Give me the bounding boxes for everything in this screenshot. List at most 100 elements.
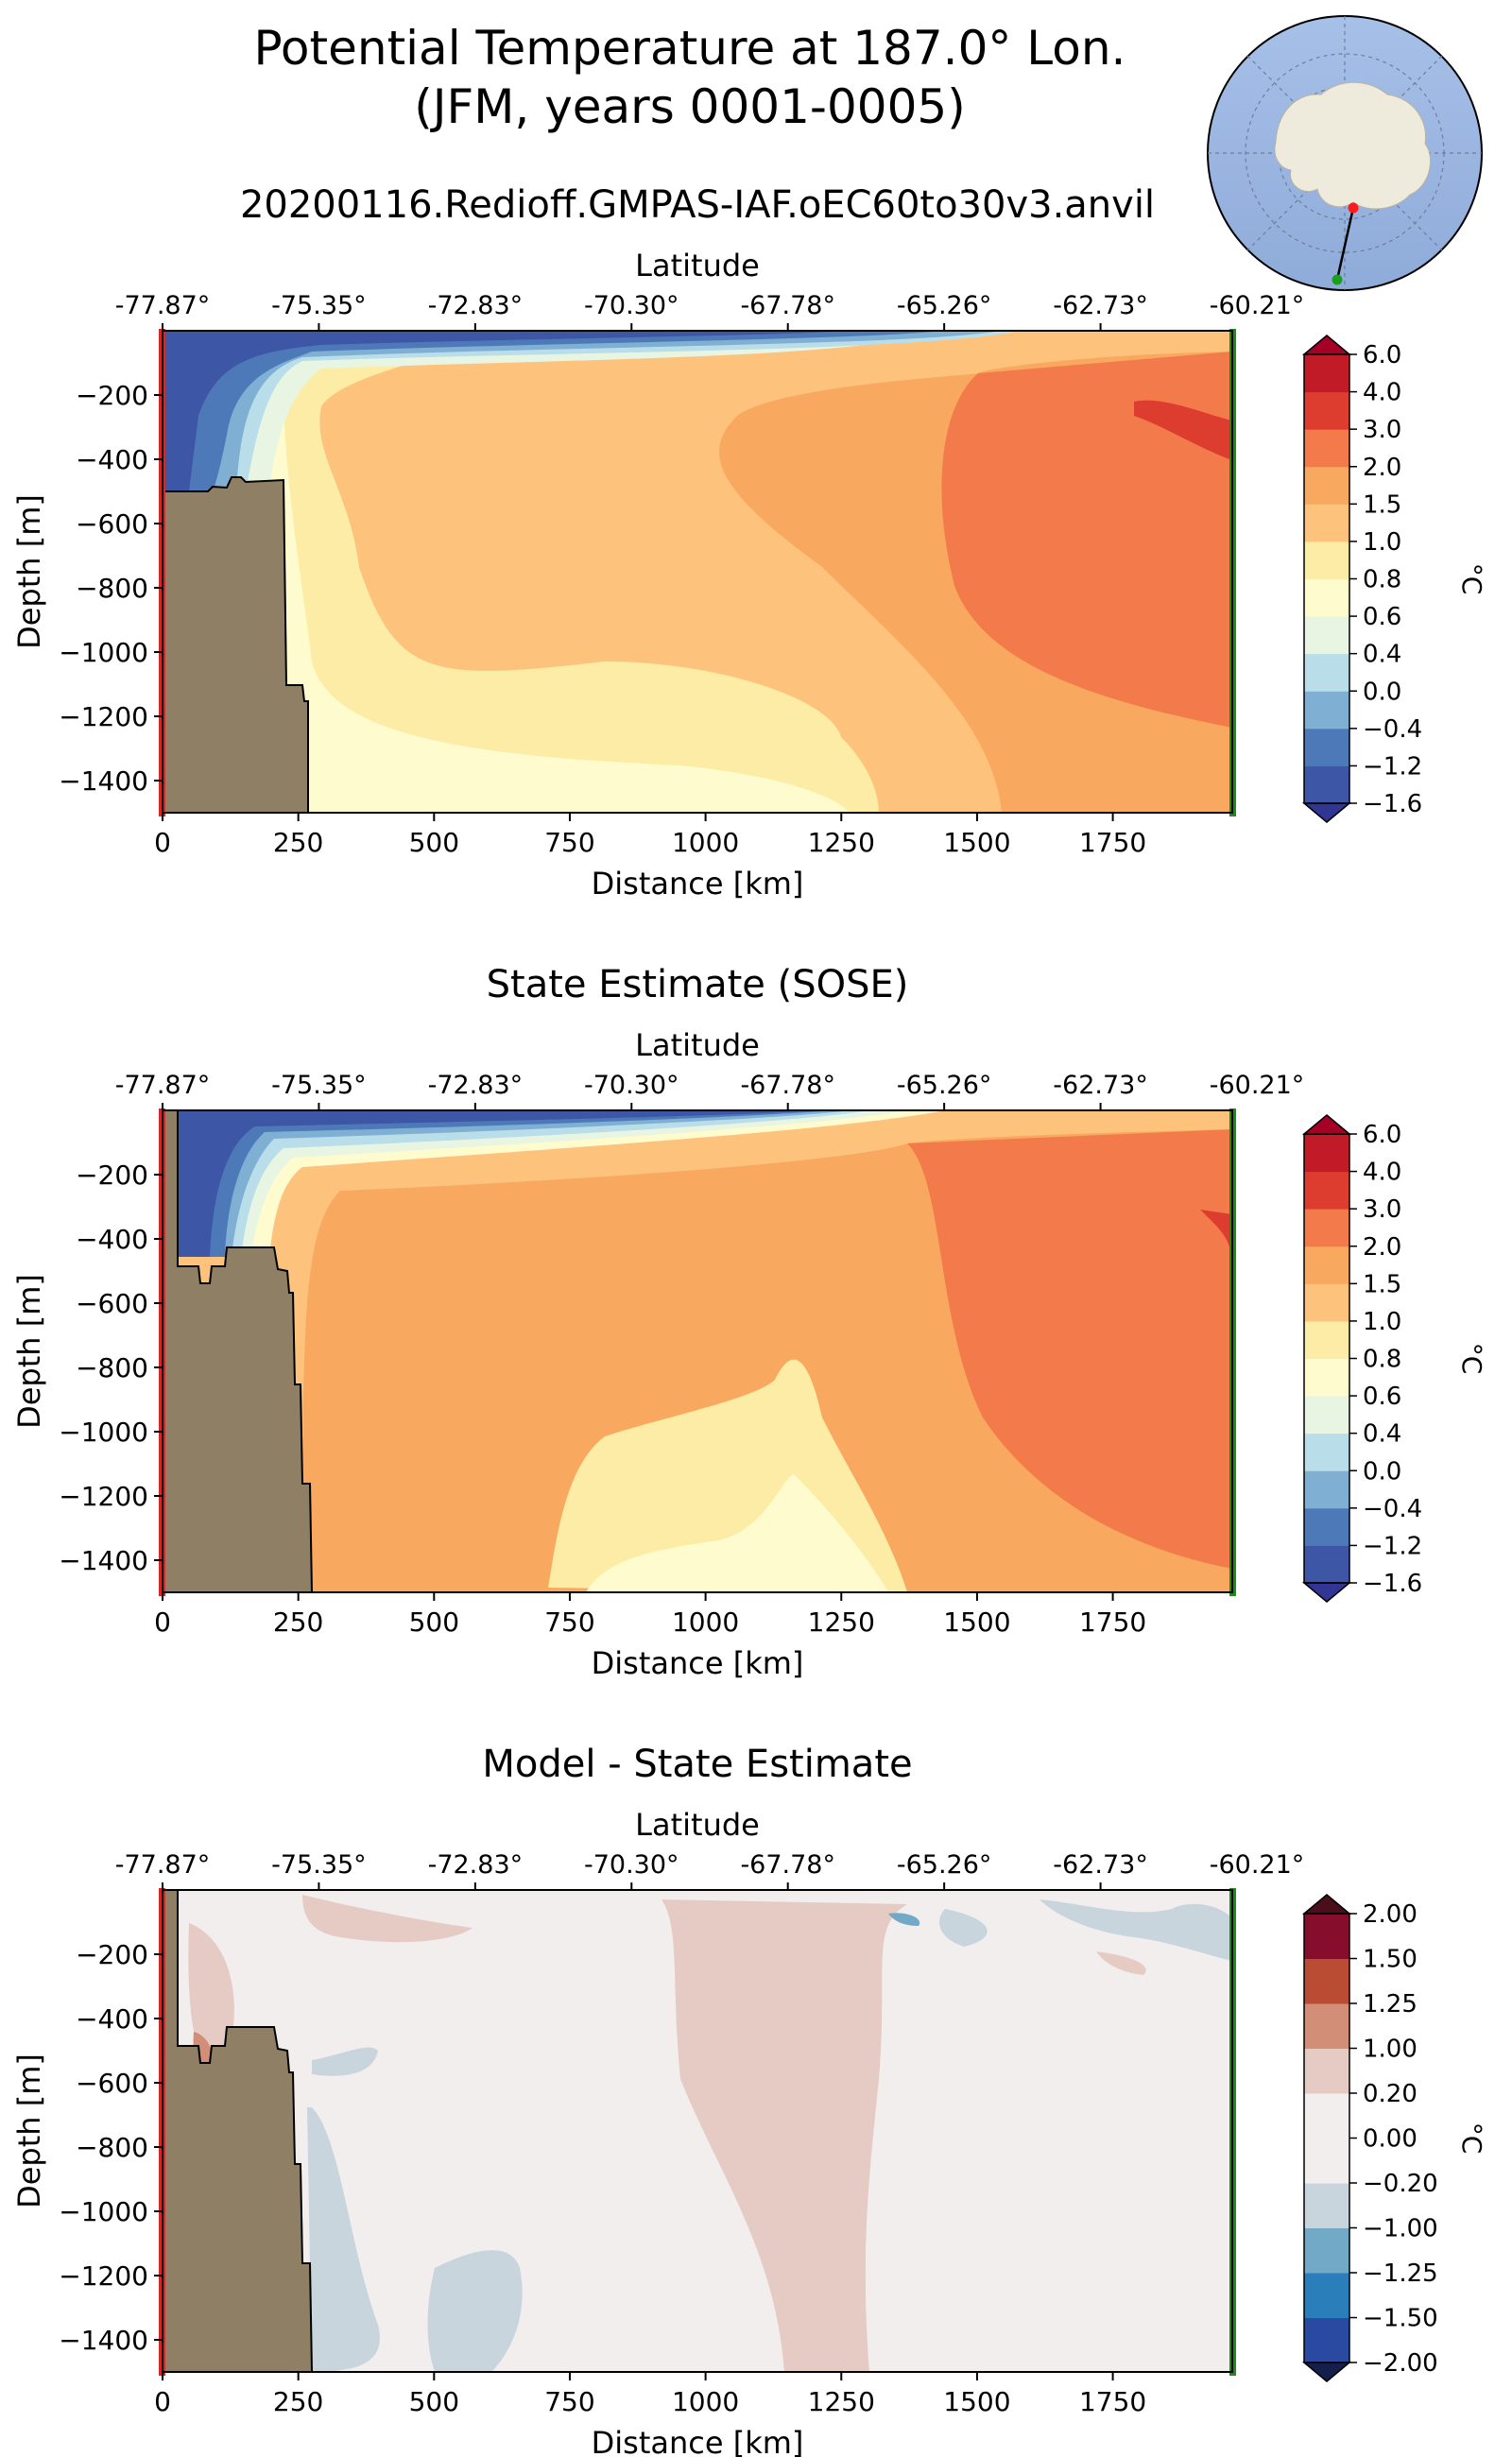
x-tick-label: 1250: [808, 827, 875, 858]
colorbar-tick-label: 3.0: [1363, 416, 1401, 444]
land-mask: [162, 1889, 314, 2373]
top-axis-label: Latitude: [635, 1807, 760, 1843]
lat-tick-label: -65.26°: [897, 291, 992, 320]
lat-tick-label: -62.73°: [1053, 1071, 1148, 1100]
colorbar-tick-label: 6.0: [1363, 1121, 1401, 1149]
colorbar-tick-label: −1.6: [1363, 1570, 1422, 1598]
colorbar-tick-label: 1.0: [1363, 528, 1401, 557]
y-tick-label: −200: [76, 1939, 148, 1970]
colorbar-bin: [1304, 2003, 1349, 2049]
x-tick-label: 750: [544, 1606, 594, 1638]
land-mask: [162, 1109, 314, 1593]
panel-model-axes: 0 250 500 750 1000 1250 1500 1750 Distance [km] −…: [11, 248, 1304, 902]
colorbar-bin: [1304, 578, 1349, 617]
colorbar-bin: [1304, 2048, 1349, 2094]
colorbar-label: °C: [1456, 2122, 1487, 2155]
y-tick-label: −600: [76, 1288, 148, 1319]
lat-tick-label: -77.87°: [115, 1071, 211, 1100]
colorbar-bin: [1304, 2138, 1349, 2184]
lat-tick-label: -70.30°: [584, 1850, 679, 1880]
colorbar-bin: [1304, 653, 1349, 692]
y-tick-label: −1000: [59, 1417, 148, 1448]
x-axis-label: Distance [km]: [592, 866, 804, 902]
colorbar-tick-label: 1.25: [1363, 1990, 1418, 2019]
y-axis-label: Depth [m]: [11, 494, 47, 649]
land-mask: [162, 476, 309, 814]
colorbar-bin: [1304, 616, 1349, 655]
colorbar-bin: [1304, 1914, 1349, 1959]
lat-tick-label: -70.30°: [584, 291, 679, 320]
y-tick-label: −1000: [59, 2196, 148, 2227]
colorbar-tick-label: −1.25: [1363, 2259, 1438, 2288]
colorbar-tick-label: −2.00: [1363, 2349, 1438, 2378]
lat-tick-label: -60.21°: [1210, 291, 1305, 320]
x-tick-label: 250: [273, 827, 323, 858]
colorbar-bin: [1304, 504, 1349, 542]
y-tick-label: −800: [76, 2132, 148, 2163]
contour-band: [163, 331, 850, 491]
panel-diff-frame: [162, 1889, 1233, 2373]
lat-tick-label: -72.83°: [428, 291, 524, 320]
y-tick-label: −200: [76, 380, 148, 411]
colorbar-tick-label: 0.6: [1363, 603, 1401, 631]
y-tick-label: −1000: [59, 637, 148, 668]
y-tick-label: −200: [76, 1160, 148, 1191]
x-tick-label: 0: [154, 1606, 171, 1638]
panel-sose-field: [162, 1109, 1232, 1593]
y-tick-label: −400: [76, 1224, 148, 1255]
x-tick-label: 1500: [943, 2386, 1010, 2417]
x-tick-label: 1250: [808, 1606, 875, 1638]
panel-diff-axes: 0 250 500 750 1000 1250 1500 1750 Distance [km] −…: [11, 1807, 1304, 2457]
colorbar-bin: [1304, 1320, 1349, 1359]
contour-band: [188, 1923, 234, 2067]
colorbar-tick-label: 2.0: [1363, 1233, 1401, 1262]
colorbar-over-arrow: [1301, 1114, 1352, 1135]
colorbar-bin: [1304, 354, 1349, 393]
colorbar-tick-label: −1.00: [1363, 2215, 1438, 2243]
colorbar-bin: [1304, 1433, 1349, 1471]
lat-tick-label: -75.35°: [271, 1850, 367, 1880]
y-tick-label: −400: [76, 444, 148, 475]
y-tick-label: −1400: [59, 765, 148, 797]
contour-band: [586, 1474, 888, 1592]
x-tick-label: 1500: [943, 827, 1010, 858]
x-tick-label: 1500: [943, 1606, 1010, 1638]
colorbar-tick-label: 0.4: [1363, 1420, 1401, 1449]
figure-title-line2: (JFM, years 0001-0005): [414, 79, 965, 134]
colorbar-bin: [1304, 1246, 1349, 1284]
colorbar-bin: [1304, 1470, 1349, 1509]
colorbar-over-arrow: [1301, 1894, 1352, 1915]
transect-start-point: [1348, 202, 1359, 214]
y-axis-label: Depth [m]: [11, 1274, 47, 1429]
colorbar-tick-label: 0.0: [1363, 678, 1401, 706]
contour-band: [662, 1899, 907, 2372]
colorbar-tick-label: 6.0: [1363, 341, 1401, 369]
contour-band: [907, 1129, 1232, 1569]
colorbar-bin: [1304, 2317, 1349, 2363]
lat-tick-label: -65.26°: [897, 1071, 992, 1100]
panel-model: [159, 329, 1236, 816]
x-tick-label: 500: [409, 827, 459, 858]
lat-tick-label: -72.83°: [428, 1850, 524, 1880]
colorbar-bin: [1304, 1209, 1349, 1247]
x-tick-label: 750: [544, 827, 594, 858]
x-tick-label: 1750: [1079, 827, 1146, 858]
figure-title-line1: Potential Temperature at 187.0° Lon.: [254, 21, 1126, 76]
panel-sose-title: State Estimate (SOSE): [487, 963, 909, 1006]
colorbar-bin: [1304, 466, 1349, 505]
y-tick-label: −1200: [59, 2260, 148, 2292]
panel-diff-colorbar: −2.00 −1.50 −1.25 −1.00 −0.20 0.00 0.20 1.00 1.2…: [1301, 1894, 1487, 2382]
transect-end-point: [1332, 274, 1343, 285]
colorbar-under-arrow: [1301, 1582, 1352, 1603]
colorbar-tick-label: 4.0: [1363, 1159, 1401, 1187]
colorbar-under-arrow: [1301, 802, 1352, 823]
panel-sose-frame: [162, 1109, 1233, 1593]
colorbar-tick-label: 1.0: [1363, 1308, 1401, 1336]
panel-sose: [159, 1108, 1236, 1596]
y-tick-label: −1400: [59, 1545, 148, 1576]
contour-band: [302, 1895, 472, 1943]
top-axis-label: Latitude: [635, 1027, 760, 1063]
contour-band: [163, 1110, 907, 1257]
panel-model-colorbar: −1.6 −1.2 −0.4 0.0 0.4 0.6 0.8 1.0 1.5 2.0 3.0 4.0 6…: [1301, 335, 1487, 823]
